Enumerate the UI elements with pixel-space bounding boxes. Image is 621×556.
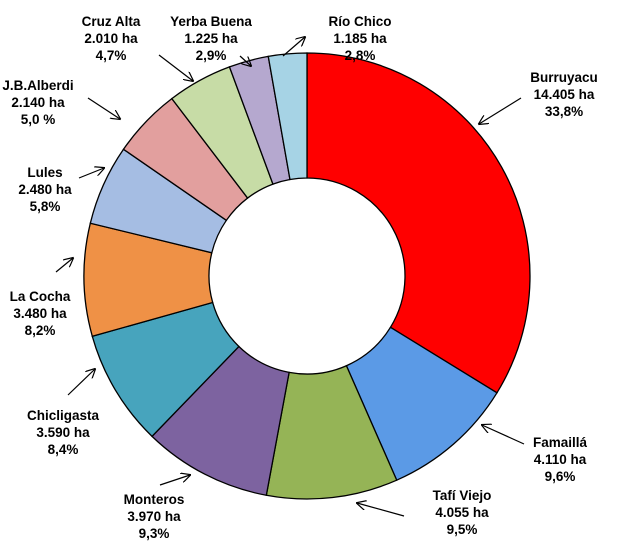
arrow-monteros (159, 475, 190, 486)
label-chicligasta-value: 3.590 ha (36, 425, 90, 440)
label-cruz-alta-name: Cruz Alta (82, 14, 141, 29)
label-cruz-alta-value: 2.010 ha (84, 31, 138, 46)
label-chicligasta-percent: 8,4% (48, 442, 79, 457)
slices-group (83, 52, 531, 500)
arrow-cruz-alta (158, 54, 193, 81)
label-famailla-value: 4.110 ha (534, 452, 587, 467)
label-j-b-alberdi-percent: 5,0 % (21, 112, 56, 127)
arrow-tafi-viejo (357, 503, 405, 517)
arrow-yerba-buena (239, 55, 251, 66)
arrow-j-b-alberdi (87, 97, 120, 119)
label-lules-percent: 5,8% (30, 199, 61, 214)
label-famailla-name: Famaillá (533, 435, 588, 450)
label-cruz-alta-percent: 4,7% (96, 48, 127, 63)
arrows-group (55, 37, 525, 517)
label-monteros-name: Monteros (124, 492, 185, 507)
label-rio-chico-name: Río Chico (329, 14, 392, 29)
label-burruyacu-value: 14.405 ha (534, 87, 595, 102)
label-burruyacu-percent: 33,8% (545, 104, 583, 119)
label-monteros-value: 3.970 ha (127, 509, 181, 524)
arrow-lules (78, 168, 104, 179)
label-la-cocha-name: La Cocha (10, 289, 71, 304)
label-chicligasta-name: Chicligasta (27, 408, 100, 423)
label-lules-name: Lules (27, 165, 62, 180)
label-famailla-percent: 9,6% (545, 469, 576, 484)
label-la-cocha-percent: 8,2% (25, 323, 56, 338)
label-rio-chico-percent: 2,8% (345, 48, 376, 63)
label-yerba-buena-value: 1.225 ha (184, 31, 238, 46)
labels-group: Burruyacu 14.405 ha 33,8% Famaillá 4.110 ha 9… (2, 14, 597, 541)
label-lules-value: 2.480 ha (18, 182, 72, 197)
label-yerba-buena-percent: 2,9% (196, 48, 227, 63)
arrow-rio-chico (282, 37, 305, 57)
label-j-b-alberdi-name: J.B.Alberdi (2, 78, 73, 93)
arrow-burruyacu (479, 97, 522, 124)
arrow-chicligasta (67, 369, 95, 396)
label-burruyacu-name: Burruyacu (530, 70, 598, 85)
label-tafi-viejo-value: 4.055 ha (435, 505, 489, 520)
label-rio-chico-value: 1.185 ha (333, 31, 387, 46)
label-tafi-viejo-percent: 9,5% (447, 522, 478, 537)
label-monteros-percent: 9,3% (139, 526, 170, 541)
arrow-famailla (482, 425, 525, 445)
label-yerba-buena-name: Yerba Buena (170, 14, 252, 29)
label-tafi-viejo-name: Tafí Viejo (433, 488, 492, 503)
slice-rio-chico (267, 52, 308, 181)
slice-burruyacu (306, 52, 531, 394)
label-la-cocha-value: 3.480 ha (13, 306, 67, 321)
label-j-b-alberdi-value: 2.140 ha (11, 95, 65, 110)
arrow-la-cocha (55, 258, 73, 273)
